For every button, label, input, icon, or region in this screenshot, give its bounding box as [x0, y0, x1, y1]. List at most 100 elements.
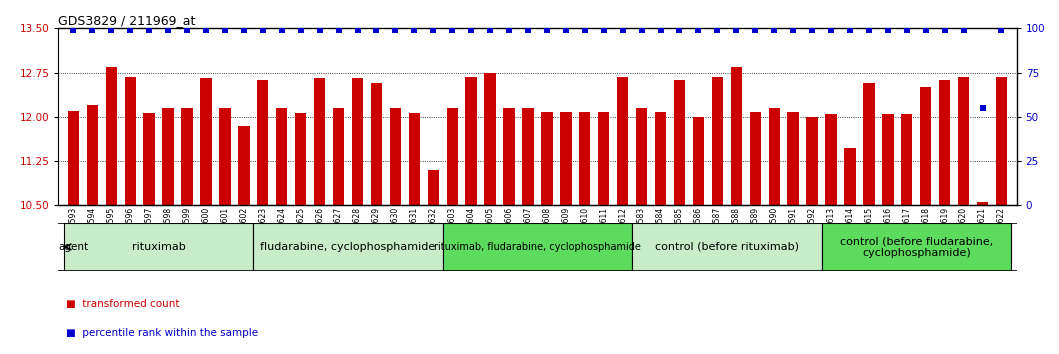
- Bar: [238, 126, 250, 205]
- Bar: [522, 108, 534, 205]
- Bar: [825, 114, 837, 205]
- Bar: [200, 79, 212, 205]
- Bar: [788, 112, 798, 205]
- Point: [387, 27, 403, 33]
- Bar: [484, 73, 496, 205]
- Text: fludarabine, cyclophosphamide: fludarabine, cyclophosphamide: [261, 242, 435, 252]
- Bar: [654, 112, 666, 205]
- Point: [482, 27, 499, 33]
- Bar: [125, 77, 136, 205]
- Bar: [466, 77, 477, 205]
- Point: [974, 105, 991, 111]
- Bar: [371, 82, 382, 205]
- Text: ■  transformed count: ■ transformed count: [66, 299, 180, 309]
- Point: [785, 27, 802, 33]
- Point: [652, 27, 669, 33]
- Bar: [352, 79, 363, 205]
- Point: [595, 27, 612, 33]
- Point: [84, 27, 101, 33]
- Point: [842, 27, 859, 33]
- Point: [898, 27, 915, 33]
- Bar: [901, 114, 913, 205]
- Bar: [822, 223, 1011, 271]
- Point: [406, 27, 423, 33]
- Point: [823, 27, 840, 33]
- Point: [501, 27, 518, 33]
- Bar: [257, 80, 269, 205]
- Point: [747, 27, 764, 33]
- Bar: [712, 77, 723, 205]
- Text: rituximab, fludarabine, cyclophosphamide: rituximab, fludarabine, cyclophosphamide: [434, 242, 641, 252]
- Point: [614, 27, 631, 33]
- Bar: [560, 112, 572, 205]
- Point: [993, 27, 1010, 33]
- Bar: [863, 82, 875, 205]
- Point: [860, 27, 877, 33]
- Bar: [882, 114, 894, 205]
- Bar: [333, 108, 344, 205]
- Bar: [995, 77, 1007, 205]
- Point: [576, 27, 593, 33]
- Point: [160, 27, 177, 33]
- Point: [671, 27, 688, 33]
- Bar: [87, 105, 98, 205]
- Bar: [579, 112, 591, 205]
- Point: [349, 27, 366, 33]
- Point: [728, 27, 744, 33]
- Point: [103, 27, 120, 33]
- Text: rituximab: rituximab: [131, 242, 185, 252]
- Text: control (before fludarabine,
cyclophosphamide): control (before fludarabine, cyclophosph…: [840, 236, 993, 258]
- Bar: [750, 112, 761, 205]
- Text: GDS3829 / 211969_at: GDS3829 / 211969_at: [58, 14, 196, 27]
- Point: [804, 27, 821, 33]
- Point: [766, 27, 783, 33]
- Point: [367, 27, 384, 33]
- Point: [198, 27, 215, 33]
- Bar: [253, 223, 443, 271]
- Point: [520, 27, 537, 33]
- Bar: [409, 113, 420, 205]
- Bar: [64, 223, 253, 271]
- Point: [273, 27, 290, 33]
- Bar: [806, 117, 818, 205]
- Bar: [390, 108, 401, 205]
- Point: [216, 27, 233, 33]
- Bar: [313, 79, 325, 205]
- Point: [917, 27, 934, 33]
- Bar: [976, 202, 988, 205]
- Text: ■  percentile rank within the sample: ■ percentile rank within the sample: [66, 328, 258, 338]
- Bar: [181, 108, 193, 205]
- Bar: [636, 108, 647, 205]
- Bar: [769, 108, 779, 205]
- Bar: [731, 67, 742, 205]
- Point: [955, 27, 972, 33]
- Bar: [143, 113, 155, 205]
- Point: [557, 27, 574, 33]
- Bar: [68, 111, 79, 205]
- Bar: [939, 80, 950, 205]
- Point: [292, 27, 309, 33]
- Point: [690, 27, 707, 33]
- Bar: [674, 80, 685, 205]
- Point: [179, 27, 196, 33]
- Point: [463, 27, 480, 33]
- Bar: [541, 112, 553, 205]
- Bar: [503, 108, 515, 205]
- Point: [425, 27, 442, 33]
- Point: [879, 27, 896, 33]
- Point: [936, 27, 953, 33]
- Point: [311, 27, 328, 33]
- Bar: [693, 117, 704, 205]
- Bar: [276, 108, 287, 205]
- Bar: [162, 108, 174, 205]
- Bar: [428, 170, 438, 205]
- Point: [444, 27, 461, 33]
- Point: [235, 27, 252, 33]
- Bar: [617, 77, 628, 205]
- Point: [330, 27, 347, 33]
- Point: [141, 27, 158, 33]
- Point: [633, 27, 650, 33]
- Point: [538, 27, 555, 33]
- Bar: [443, 223, 632, 271]
- Point: [254, 27, 271, 33]
